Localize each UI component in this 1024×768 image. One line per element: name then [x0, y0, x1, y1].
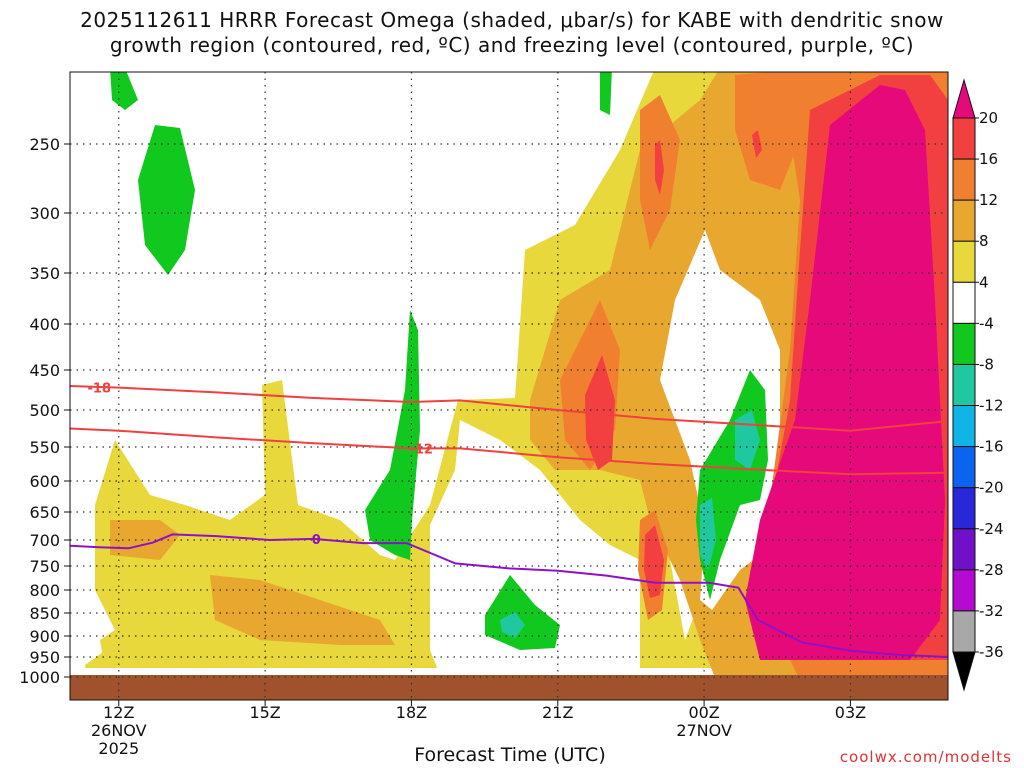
chart-title-line2: growth region (contoured, red, ºC) and f…	[109, 33, 915, 57]
y-tick-label: 900	[29, 627, 60, 646]
x-axis-label: Forecast Time (UTC)	[414, 744, 606, 766]
colorbar-label: -24	[979, 520, 1004, 538]
grid-lines	[70, 72, 948, 700]
credit-link[interactable]: coolwx.com/modelts	[839, 748, 1012, 766]
y-tick-label: 800	[29, 581, 60, 600]
x-tick-label: 12Z	[103, 703, 134, 722]
omega-region-red-mid	[644, 525, 664, 598]
omega-region-red-top	[655, 140, 664, 195]
colorbar-swatch	[952, 405, 976, 448]
colorbar-label: -20	[979, 479, 1004, 497]
omega-region-gold-low	[210, 575, 395, 645]
omega-region-green-3	[365, 310, 420, 560]
colorbar-label: -36	[979, 643, 1004, 661]
chart-title-line1: 2025112611 HRRR Forecast Omega (shaded, …	[80, 8, 944, 32]
x-tick-label: 15Z	[249, 703, 280, 722]
colorbar-swatch	[952, 610, 976, 653]
colorbar-label: -12	[979, 397, 1004, 415]
colorbar-swatch	[952, 158, 976, 201]
omega-field	[70, 72, 948, 700]
y-tick-label: 350	[29, 264, 60, 283]
colorbar-label: 8	[979, 232, 989, 250]
colorbar-top-arrow	[952, 78, 976, 119]
colorbar-label: 20	[979, 109, 998, 127]
x-tick-label: 03Z	[835, 703, 866, 722]
colorbar-swatch	[952, 117, 976, 160]
colorbar-swatch	[952, 363, 976, 407]
omega-region-green-4-teal	[500, 612, 525, 638]
colorbar-swatch	[952, 528, 976, 571]
y-tick-label: 650	[29, 503, 60, 522]
contour-freezing-level	[69, 533, 949, 658]
contour-dendritic-lower	[69, 427, 949, 476]
omega-region-white-gap	[660, 230, 780, 610]
omega-region-green-1	[110, 72, 138, 110]
x-tick-label: 18Z	[396, 703, 427, 722]
omega-region-magenta	[745, 85, 945, 660]
omega-region-green-5	[600, 72, 612, 115]
y-tick-label: 300	[29, 204, 60, 223]
colorbar: 20 16 12 8 4 -4 -8 -12 -16 -20 -24 -28 -32 -36	[952, 78, 1004, 692]
omega-region-teal-2	[700, 498, 716, 570]
y-tick-label: 700	[29, 531, 60, 550]
plot-frame	[69, 71, 949, 701]
omega-region-red-top-right	[752, 130, 762, 158]
colorbar-swatch	[952, 446, 976, 489]
omega-region-white-mid	[430, 420, 640, 700]
y-tick-label: 750	[29, 557, 60, 576]
colorbar-swatch	[952, 322, 976, 365]
y-tick-label: 500	[29, 401, 60, 420]
y-tick-label: 950	[29, 648, 60, 667]
contour-label-freezing-level: 0	[312, 533, 321, 548]
colorbar-label: 16	[979, 150, 998, 168]
y-tick-label: 550	[29, 438, 60, 457]
colorbar-label: -16	[979, 438, 1004, 456]
colorbar-label: -32	[979, 602, 1004, 620]
contour-lines: -18 -12 0	[69, 382, 949, 658]
x-tick-label: 00Z	[688, 703, 719, 722]
colorbar-label: -28	[979, 561, 1004, 579]
ground-surface	[70, 675, 948, 700]
x-tick-label: 27NOV	[676, 721, 732, 740]
omega-region-orange-right	[735, 72, 800, 190]
y-tick-label: 250	[29, 135, 60, 154]
contour-label-dendritic-lower: -12	[409, 442, 433, 457]
colorbar-swatch	[952, 487, 976, 530]
colorbar-swatch	[952, 569, 976, 612]
x-tick-label: 26NOV	[91, 721, 147, 740]
colorbar-label: -8	[979, 355, 994, 373]
y-tick-label: 850	[29, 604, 60, 623]
colorbar-label: -4	[979, 314, 994, 332]
colorbar-label: 12	[979, 191, 998, 209]
x-tick-label: 21Z	[542, 703, 573, 722]
colorbar-swatch	[952, 281, 976, 324]
y-tick-label: 1000	[19, 668, 60, 687]
omega-region-green-2	[138, 125, 195, 275]
colorbar-label: 4	[979, 273, 989, 291]
y-axis-ticks: 250 300 350 400 450 500 550 600 650 700 750 800 850 9…	[19, 135, 70, 687]
x-tick-label: 2025	[98, 739, 139, 758]
omega-region-gold-left	[110, 520, 180, 560]
y-tick-label: 600	[29, 472, 60, 491]
contour-dendritic-upper	[69, 385, 949, 432]
y-tick-label: 400	[29, 315, 60, 334]
omega-region-red	[585, 355, 615, 470]
colorbar-swatch	[952, 199, 976, 242]
colorbar-swatch	[952, 240, 976, 283]
omega-region-yellow-blob	[100, 628, 132, 660]
colorbar-bottom-arrow	[952, 651, 976, 692]
y-tick-label: 450	[29, 361, 60, 380]
contour-label-dendritic-upper: -18	[88, 382, 112, 397]
